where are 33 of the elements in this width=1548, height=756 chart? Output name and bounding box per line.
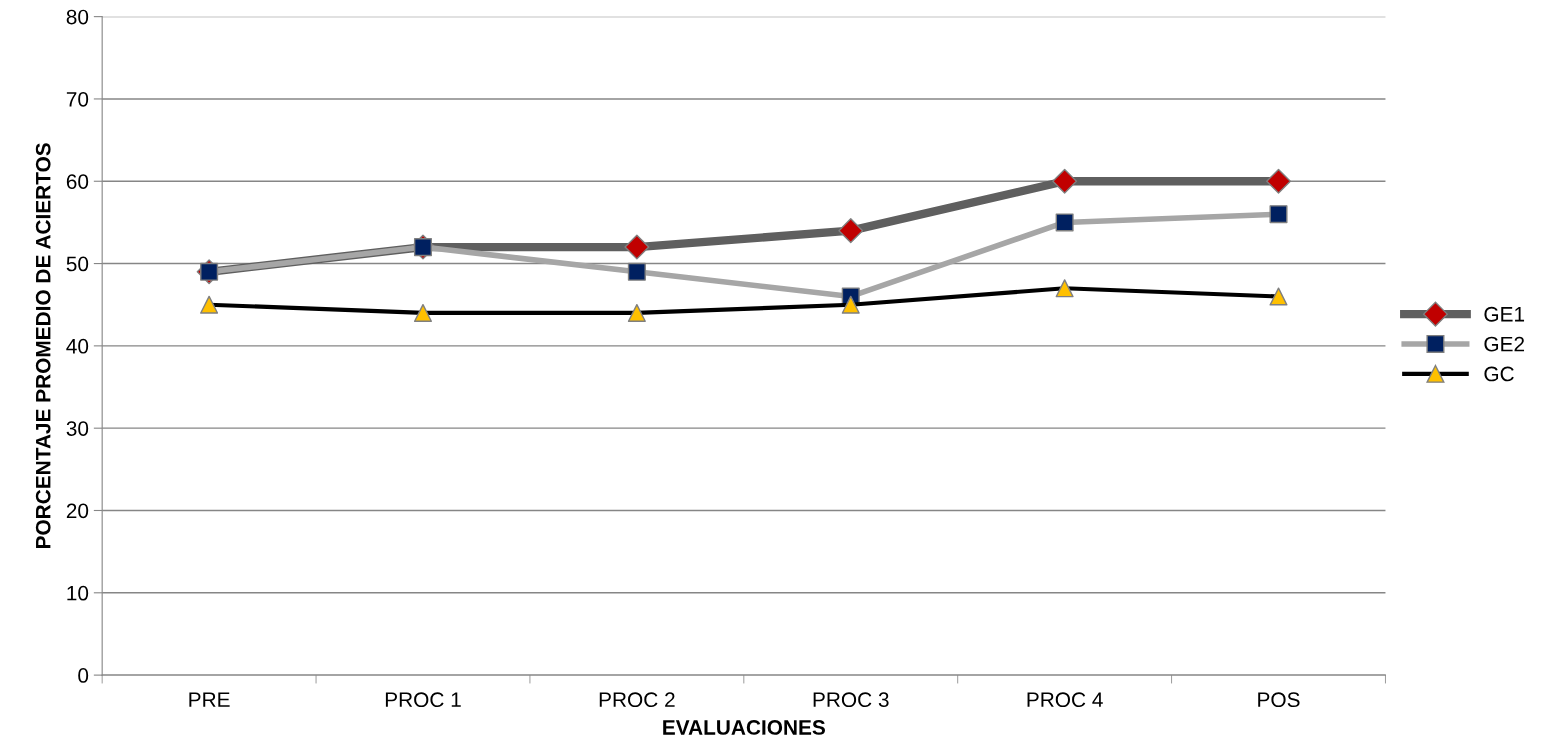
x-tick-label: PROC 4 (1027, 692, 1103, 708)
point (1269, 287, 1288, 306)
x-tick-label: POS (1258, 692, 1300, 708)
point (1052, 168, 1078, 194)
legend-label: GC (1484, 366, 1514, 382)
point (624, 234, 650, 260)
y-tick-label: 60 (66, 174, 89, 189)
x-axis-title: EVALUACIONES (663, 720, 825, 735)
y-tick-label: 50 (66, 256, 89, 272)
point (1055, 213, 1074, 232)
x-tick-label: PROC 2 (599, 692, 675, 708)
point (841, 295, 860, 314)
point (838, 218, 864, 244)
y-tick-label: 10 (67, 585, 89, 601)
y-tick-label: 0 (78, 668, 89, 683)
x-tick-label: PRE (189, 692, 230, 707)
point (200, 295, 219, 314)
x-tick-label: PROC 3 (813, 692, 889, 708)
legend-label: GE2 (1484, 336, 1525, 352)
y-axis-title: PORCENTAJE PROMEDIO DE ACIERTOS (35, 143, 51, 549)
y-tick-label: 30 (66, 421, 89, 436)
point (627, 262, 646, 281)
point (627, 303, 646, 322)
point (1055, 279, 1074, 298)
point (1266, 168, 1291, 194)
x-tick-label: PROC 1 (385, 692, 461, 708)
point (413, 303, 433, 322)
legend-label: GE1 (1484, 306, 1525, 322)
y-tick-label: 80 (66, 9, 89, 25)
y-tick-label: 40 (66, 338, 89, 354)
y-tick-label: 70 (66, 91, 89, 107)
point (1269, 205, 1288, 224)
y-tick-label: 20 (66, 503, 89, 519)
